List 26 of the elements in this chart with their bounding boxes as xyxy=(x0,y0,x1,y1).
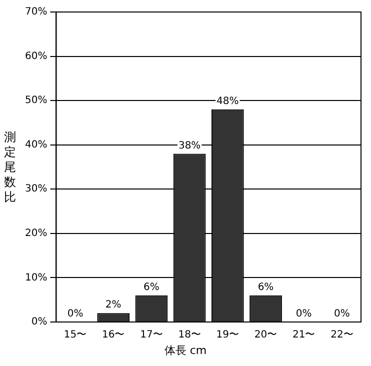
x-tick-label: 19〜 xyxy=(216,330,240,341)
data-label: 0% xyxy=(296,308,312,320)
x-tick-label: 18〜 xyxy=(178,330,201,341)
data-label: 0% xyxy=(334,308,350,320)
x-tick-label: 22〜 xyxy=(330,330,354,341)
data-label: 38% xyxy=(178,140,201,152)
x-tick-label: 20〜 xyxy=(254,330,278,341)
data-label: 2% xyxy=(105,300,122,311)
y-tick-label: 30% xyxy=(24,184,48,195)
y-tick-label: 10% xyxy=(24,272,48,284)
data-label: 48% xyxy=(216,96,239,108)
y-tick-label: 70% xyxy=(24,6,48,18)
y-tick-label: 0% xyxy=(31,316,48,328)
data-label: 6% xyxy=(258,282,274,294)
y-tick-label: 20% xyxy=(24,228,48,240)
y-tick-label: 40% xyxy=(24,139,48,150)
x-tick-label: 15〜 xyxy=(64,330,87,341)
y-tick-label: 60% xyxy=(24,50,48,62)
x-tick-label: 17〜 xyxy=(140,330,163,341)
data-label: 0% xyxy=(67,308,84,320)
y-tick-label: 50% xyxy=(24,95,48,106)
y-axis-title: 測定尾数比 xyxy=(3,130,17,205)
x-tick-label: 16〜 xyxy=(102,330,125,341)
x-tick-label: 21〜 xyxy=(292,330,316,341)
data-label: 6% xyxy=(144,282,160,294)
x-axis-title: 体長 cm xyxy=(163,343,208,358)
